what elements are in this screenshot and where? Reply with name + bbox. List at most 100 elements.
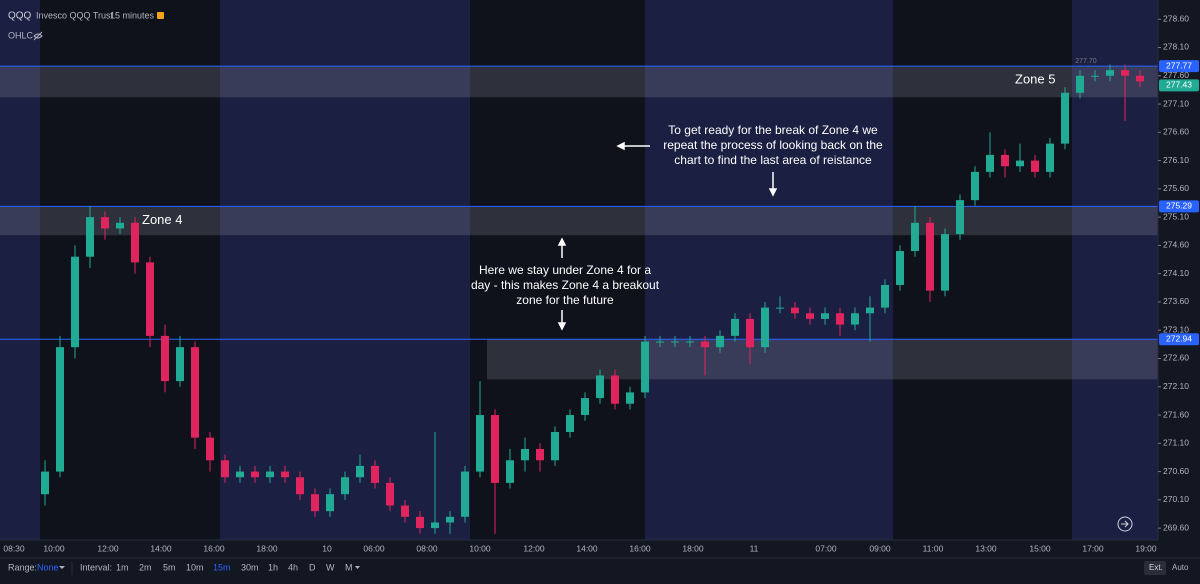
candle-body [341, 477, 349, 495]
ext-button-bg [1144, 561, 1166, 575]
x-tick-label: 16:00 [203, 543, 225, 553]
interval-button[interactable]: D [309, 562, 316, 572]
candle-body [446, 516, 454, 523]
interval-button[interactable]: 1h [268, 562, 278, 572]
candle-body [101, 217, 109, 229]
interval-button[interactable]: 1m [116, 562, 129, 572]
interval-button[interactable]: 4h [288, 562, 298, 572]
y-tick-label: 278.60 [1163, 13, 1189, 23]
range-label: Range: [8, 562, 37, 572]
candle-body [371, 465, 379, 483]
x-tick-label: 06:00 [363, 543, 385, 553]
candle-body [176, 347, 184, 382]
interval-button[interactable]: 10m [186, 562, 204, 572]
annotation: day - this makes Zone 4 a breakout [471, 278, 660, 292]
arrow-head [557, 322, 567, 331]
candle-body [521, 448, 529, 461]
candle-body [1031, 160, 1039, 172]
candle-body [476, 415, 484, 472]
candle-body [716, 335, 724, 348]
dropdown-icon [355, 566, 360, 569]
interval-button[interactable]: W [326, 562, 335, 572]
x-tick-label: 07:00 [815, 543, 837, 553]
candle-body [1106, 70, 1114, 76]
x-tick-label: 13:00 [975, 543, 997, 553]
auto-button[interactable]: Auto [1172, 563, 1189, 572]
candle-body [956, 200, 964, 235]
candle-body [566, 415, 574, 432]
candle-body [1061, 92, 1069, 144]
price-badge-bg [1159, 200, 1199, 213]
scroll-button[interactable] [1117, 516, 1133, 532]
y-tick-label: 273.10 [1163, 324, 1189, 334]
x-tick-label: 12:00 [97, 543, 119, 553]
last-price: 277.43 [1166, 80, 1192, 90]
candle-body [791, 307, 799, 314]
x-tick-label: 14:00 [576, 543, 598, 553]
x-tick-label: 09:00 [869, 543, 891, 553]
candle-body [281, 471, 289, 478]
candle-body [386, 482, 394, 506]
interval-button[interactable]: 5m [163, 562, 176, 572]
symbol: QQQ [8, 11, 32, 22]
candle-body [686, 341, 694, 343]
candle-body [596, 375, 604, 399]
indicator: OHLC [8, 30, 34, 40]
candle-body [731, 318, 739, 336]
candle-body [776, 307, 784, 309]
candle-body [806, 313, 814, 319]
candle-body [581, 398, 589, 416]
candle-body [191, 347, 199, 438]
interval-button[interactable]: 2m [139, 562, 152, 572]
session-band [645, 0, 893, 540]
session-band [1072, 0, 1158, 540]
zone-label: Zone 4 [142, 212, 182, 227]
candle-body [506, 460, 514, 483]
y-tick-label: 271.10 [1163, 438, 1189, 448]
y-tick-label: 275.60 [1163, 183, 1189, 193]
price-badge: 277.77 [1166, 60, 1192, 70]
y-tick-label: 272.60 [1163, 353, 1189, 363]
candle-body [1076, 75, 1084, 93]
arrow-head [768, 188, 778, 197]
session-band [40, 0, 220, 540]
ext-button[interactable]: Ext. [1149, 563, 1163, 572]
candle-body [1121, 70, 1129, 76]
y-tick-label: 274.10 [1163, 268, 1189, 278]
symbol-name: Invesco QQQ Trust [36, 10, 114, 20]
candle-body [836, 313, 844, 325]
interval: 15 minutes [110, 10, 155, 20]
x-tick-label: 16:00 [629, 543, 651, 553]
candle-body [1046, 143, 1054, 172]
y-tick-label: 270.10 [1163, 494, 1189, 504]
scroll-icon [1121, 520, 1129, 528]
arrow-head [616, 141, 625, 151]
y-tick-label: 276.60 [1163, 127, 1189, 137]
y-tick-label: 277.60 [1163, 70, 1189, 80]
interval-button[interactable]: 15m [213, 562, 231, 572]
x-tick-label: 10:00 [469, 543, 491, 553]
x-tick-label: 11:00 [923, 543, 944, 553]
y-tick-label: 273.60 [1163, 296, 1189, 306]
interval-button[interactable]: 30m [241, 562, 259, 572]
candle-body [56, 347, 64, 472]
candle-body [491, 415, 499, 483]
candle-body [671, 341, 679, 343]
x-tick-label: 17:00 [1082, 543, 1104, 553]
x-tick-label: 19:00 [1135, 543, 1157, 553]
last-price-bg [1159, 79, 1199, 92]
annotation: To get ready for the break of Zone 4 we [668, 123, 878, 137]
annotation: repeat the process of looking back on th… [663, 138, 883, 152]
annotation: zone for the future [516, 293, 614, 307]
candle-body [701, 341, 709, 348]
candle-body [221, 460, 229, 478]
x-tick-label: 18:00 [256, 543, 278, 553]
hide-icon[interactable] [33, 31, 43, 41]
interval-button[interactable]: M [345, 562, 353, 572]
candle-body [881, 284, 889, 308]
range-select[interactable]: None [37, 562, 59, 572]
x-tick-label: 08:30 [3, 543, 25, 553]
y-tick-label: 272.10 [1163, 381, 1189, 391]
candle-body [866, 307, 874, 314]
candle-body [206, 437, 214, 461]
